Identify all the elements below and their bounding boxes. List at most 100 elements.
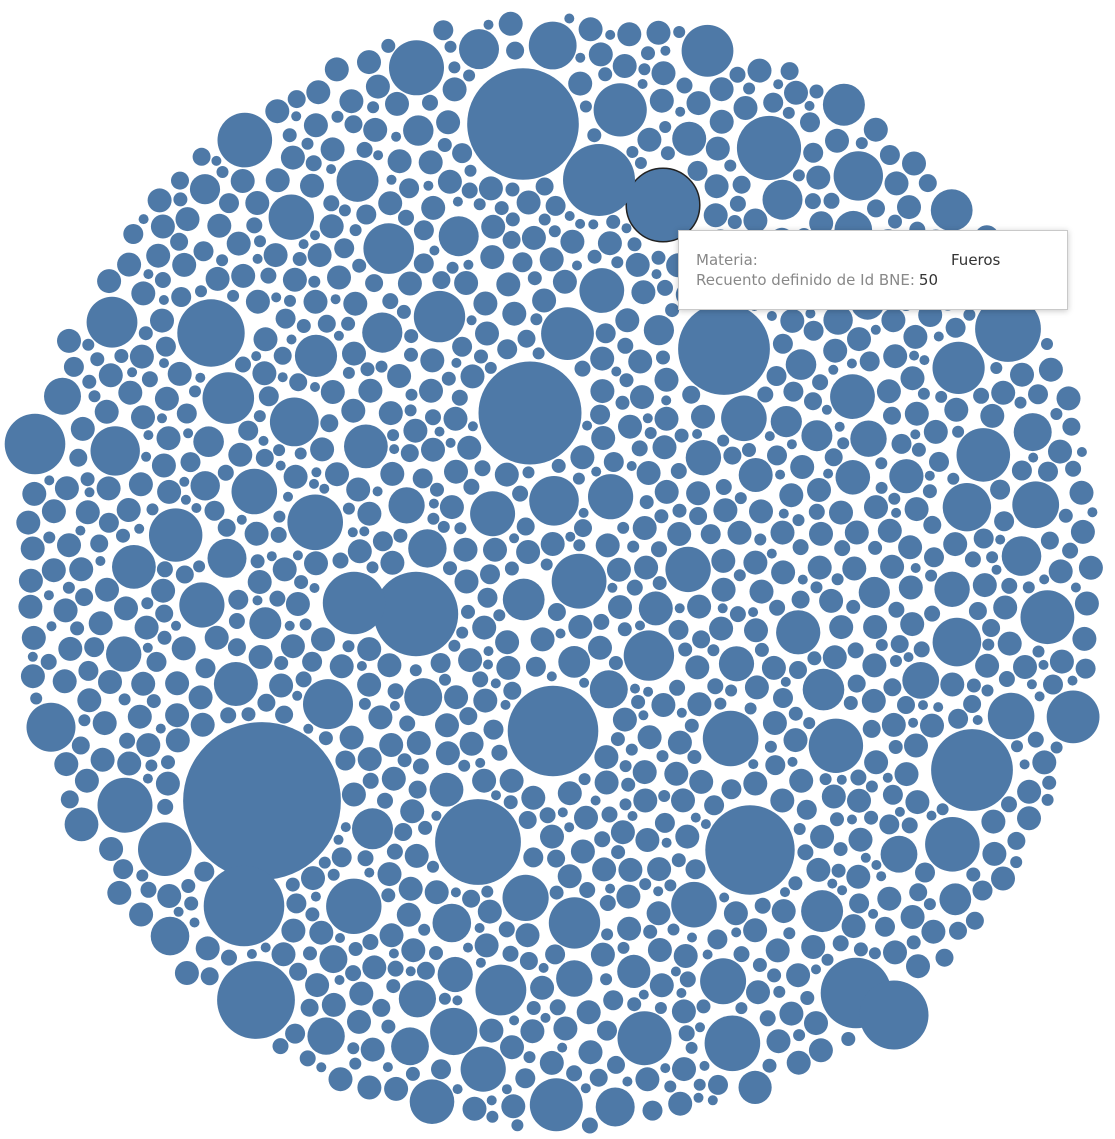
bubble[interactable]: [316, 1062, 327, 1073]
bubble[interactable]: [746, 980, 770, 1005]
bubble[interactable]: [824, 448, 843, 467]
bubble[interactable]: [389, 444, 400, 455]
bubble[interactable]: [421, 437, 445, 462]
bubble[interactable]: [287, 494, 344, 551]
bubble[interactable]: [300, 173, 324, 198]
bubble[interactable]: [619, 373, 634, 388]
bubble[interactable]: [625, 252, 650, 277]
bubble[interactable]: [994, 511, 1015, 532]
bubble[interactable]: [422, 94, 438, 111]
bubble[interactable]: [274, 656, 289, 670]
bubble[interactable]: [590, 404, 611, 425]
bubble[interactable]: [664, 879, 677, 892]
bubble[interactable]: [398, 980, 436, 1018]
bubble[interactable]: [97, 777, 153, 833]
bubble[interactable]: [358, 378, 383, 403]
bubble[interactable]: [668, 1091, 693, 1116]
bubble[interactable]: [479, 1018, 504, 1043]
bubble[interactable]: [621, 777, 636, 792]
bubble[interactable]: [458, 759, 471, 772]
bubble[interactable]: [253, 327, 278, 352]
bubble[interactable]: [605, 883, 616, 894]
bubble[interactable]: [151, 453, 176, 478]
bubble[interactable]: [217, 464, 234, 481]
bubble[interactable]: [1087, 507, 1098, 518]
bubble[interactable]: [462, 1096, 487, 1121]
bubble[interactable]: [478, 176, 503, 201]
bubble[interactable]: [792, 169, 805, 182]
bubble[interactable]: [642, 1100, 663, 1121]
bubble[interactable]: [131, 405, 155, 430]
bubble[interactable]: [791, 590, 810, 609]
bubble[interactable]: [702, 710, 759, 767]
bubble[interactable]: [512, 485, 529, 502]
bubble[interactable]: [506, 41, 525, 60]
bubble[interactable]: [731, 927, 742, 938]
bubble[interactable]: [880, 554, 905, 579]
bubble[interactable]: [991, 380, 1016, 405]
bubble[interactable]: [195, 285, 207, 298]
bubble[interactable]: [386, 979, 401, 994]
bubble[interactable]: [138, 214, 149, 225]
bubble[interactable]: [638, 710, 649, 721]
bubble[interactable]: [830, 812, 844, 827]
bubble[interactable]: [658, 790, 671, 802]
bubble[interactable]: [320, 414, 339, 433]
bubble[interactable]: [448, 61, 461, 74]
bubble[interactable]: [923, 515, 942, 534]
bubble[interactable]: [347, 1042, 360, 1055]
bubble[interactable]: [134, 523, 145, 534]
bubble[interactable]: [280, 145, 305, 170]
bubble[interactable]: [900, 905, 925, 929]
bubble[interactable]: [377, 792, 393, 809]
bubble[interactable]: [159, 358, 169, 369]
bubble[interactable]: [360, 1037, 385, 1062]
bubble[interactable]: [138, 326, 153, 341]
bubble[interactable]: [26, 702, 76, 752]
bubble[interactable]: [195, 372, 206, 383]
bubble[interactable]: [141, 451, 152, 462]
bubble[interactable]: [404, 404, 417, 417]
bubble[interactable]: [773, 688, 793, 708]
bubble[interactable]: [1038, 461, 1058, 482]
bubble[interactable]: [258, 386, 279, 407]
bubble[interactable]: [71, 736, 90, 755]
bubble[interactable]: [877, 518, 902, 543]
bubble[interactable]: [303, 113, 328, 138]
bubble[interactable]: [765, 938, 790, 963]
bubble[interactable]: [452, 1084, 463, 1095]
bubble[interactable]: [891, 433, 912, 454]
bubble[interactable]: [660, 45, 671, 56]
bubble[interactable]: [557, 807, 568, 818]
bubble[interactable]: [837, 885, 848, 896]
bubble[interactable]: [405, 388, 418, 401]
bubble[interactable]: [283, 491, 293, 502]
bubble[interactable]: [929, 451, 949, 472]
bubble[interactable]: [294, 334, 338, 377]
bubble[interactable]: [393, 528, 408, 543]
bubble[interactable]: [500, 699, 511, 710]
bubble[interactable]: [906, 954, 930, 979]
bubble[interactable]: [367, 101, 380, 114]
bubble[interactable]: [591, 466, 602, 477]
bubble[interactable]: [846, 599, 861, 614]
bubble[interactable]: [412, 758, 429, 775]
bubble[interactable]: [505, 182, 520, 197]
bubble[interactable]: [590, 346, 615, 371]
bubble[interactable]: [776, 610, 821, 655]
bubble[interactable]: [684, 718, 699, 733]
bubble[interactable]: [646, 901, 671, 926]
bubble[interactable]: [765, 755, 786, 776]
bubble[interactable]: [80, 472, 95, 487]
bubble[interactable]: [453, 537, 478, 562]
bubble[interactable]: [98, 512, 119, 533]
bubble[interactable]: [286, 893, 307, 914]
bubble[interactable]: [429, 772, 464, 807]
bubble[interactable]: [667, 730, 692, 755]
bubble[interactable]: [881, 308, 906, 333]
bubble[interactable]: [686, 91, 711, 116]
bubble[interactable]: [744, 675, 769, 700]
bubble[interactable]: [442, 77, 467, 102]
bubble[interactable]: [727, 215, 742, 229]
bubble[interactable]: [176, 403, 197, 424]
